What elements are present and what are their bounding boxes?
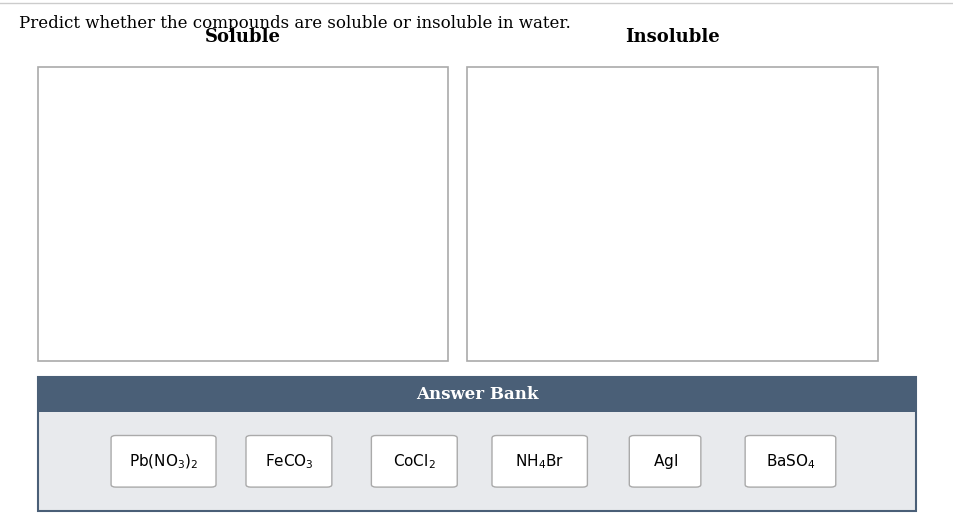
FancyBboxPatch shape — [38, 67, 448, 361]
FancyBboxPatch shape — [467, 67, 877, 361]
FancyBboxPatch shape — [629, 436, 700, 487]
Text: $\mathrm{BaSO_4}$: $\mathrm{BaSO_4}$ — [764, 452, 815, 471]
FancyBboxPatch shape — [744, 436, 835, 487]
FancyBboxPatch shape — [371, 436, 456, 487]
FancyBboxPatch shape — [38, 377, 915, 511]
FancyBboxPatch shape — [111, 436, 215, 487]
Text: $\mathrm{AgI}$: $\mathrm{AgI}$ — [652, 452, 677, 471]
Text: Insoluble: Insoluble — [624, 28, 720, 46]
Text: $\mathrm{FeCO_3}$: $\mathrm{FeCO_3}$ — [264, 452, 313, 471]
Text: Soluble: Soluble — [205, 28, 281, 46]
Text: Predict whether the compounds are soluble or insoluble in water.: Predict whether the compounds are solubl… — [19, 15, 570, 33]
FancyBboxPatch shape — [38, 377, 915, 412]
Text: $\mathrm{Pb(NO_3)_2}$: $\mathrm{Pb(NO_3)_2}$ — [129, 452, 198, 471]
Text: $\mathrm{CoCl_2}$: $\mathrm{CoCl_2}$ — [393, 452, 436, 471]
FancyBboxPatch shape — [492, 436, 587, 487]
Text: Answer Bank: Answer Bank — [416, 386, 537, 402]
Text: $\mathrm{NH_4Br}$: $\mathrm{NH_4Br}$ — [515, 452, 563, 471]
FancyBboxPatch shape — [246, 436, 332, 487]
